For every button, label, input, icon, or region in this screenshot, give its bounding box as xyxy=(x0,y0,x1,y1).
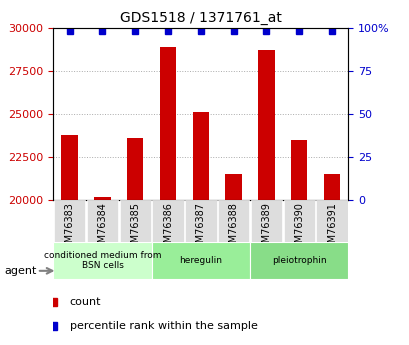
Bar xyxy=(160,47,176,200)
Text: agent: agent xyxy=(4,266,36,276)
Text: GSM76389: GSM76389 xyxy=(261,202,271,255)
FancyBboxPatch shape xyxy=(87,200,118,242)
Text: GSM76385: GSM76385 xyxy=(130,202,140,255)
Text: heregulin: heregulin xyxy=(179,256,222,265)
Bar xyxy=(323,174,339,200)
Bar xyxy=(290,140,307,200)
Text: GSM76388: GSM76388 xyxy=(228,202,238,255)
Bar xyxy=(127,138,143,200)
Bar xyxy=(192,112,209,200)
Text: GSM76384: GSM76384 xyxy=(97,202,107,255)
FancyBboxPatch shape xyxy=(316,200,347,242)
Text: GSM76386: GSM76386 xyxy=(163,202,173,255)
Text: pleiotrophin: pleiotrophin xyxy=(271,256,326,265)
FancyBboxPatch shape xyxy=(250,200,281,242)
Bar xyxy=(258,50,274,200)
FancyBboxPatch shape xyxy=(249,241,348,279)
Bar xyxy=(94,197,110,200)
Text: percentile rank within the sample: percentile rank within the sample xyxy=(70,321,257,331)
Text: GSM76383: GSM76383 xyxy=(65,202,74,255)
FancyBboxPatch shape xyxy=(218,200,249,242)
Text: count: count xyxy=(70,297,101,307)
Bar xyxy=(225,174,241,200)
FancyBboxPatch shape xyxy=(53,241,151,279)
FancyBboxPatch shape xyxy=(54,200,85,242)
FancyBboxPatch shape xyxy=(185,200,216,242)
Text: conditioned medium from
BSN cells: conditioned medium from BSN cells xyxy=(44,251,161,270)
FancyBboxPatch shape xyxy=(119,200,151,242)
Bar xyxy=(61,135,78,200)
Title: GDS1518 / 1371761_at: GDS1518 / 1371761_at xyxy=(120,11,281,25)
Text: GSM76391: GSM76391 xyxy=(326,202,336,255)
FancyBboxPatch shape xyxy=(152,200,183,242)
FancyBboxPatch shape xyxy=(283,200,314,242)
Text: GSM76390: GSM76390 xyxy=(294,202,303,255)
Text: GSM76387: GSM76387 xyxy=(196,202,205,255)
FancyBboxPatch shape xyxy=(151,241,249,279)
